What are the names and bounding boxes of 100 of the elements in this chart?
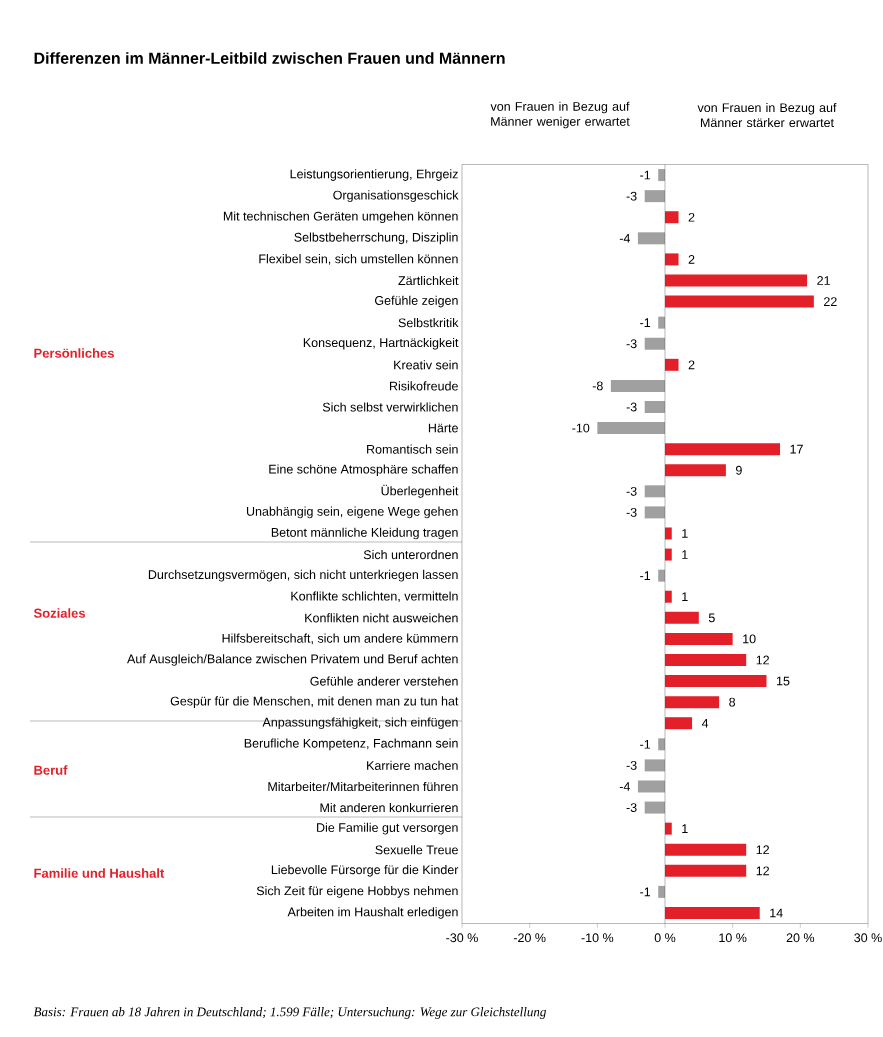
y-tick-label: Konsequenz, Hartnäckigkeit (303, 337, 459, 350)
bar (664, 632, 733, 645)
bar (644, 485, 665, 498)
bar (664, 253, 679, 266)
y-tick-label: Flexibel sein, sich umstellen können (259, 254, 458, 265)
data-label: -3 (626, 402, 637, 412)
y-tick-label: Sich Zeit für eigene Hobbys nehmen (256, 886, 458, 898)
data-label: -1 (640, 571, 651, 580)
y-tick-label: Risikofreude (390, 381, 458, 391)
data-label: 1 (682, 550, 688, 559)
bar (644, 190, 665, 203)
y-tick-label: Anpassungsfähigkeit, sich einfügen (262, 717, 458, 730)
bar (664, 843, 747, 856)
y-tick-label: Selbstkritik (398, 318, 459, 328)
data-label: -3 (626, 339, 637, 349)
y-tick-label: Liebevolle Fürsorge für die Kinder (271, 864, 459, 877)
x-tick-label: -10 % (581, 933, 614, 943)
text: von Frauen in Bezug auf Männer weniger erwartet (490, 101, 630, 129)
bar (664, 611, 699, 624)
y-tick-label: Auf Ausgleich/Balance zwischen Privatem und Beruf achten (127, 654, 458, 666)
text: von Frauen in Bezug auf Männer stärker erwartet (697, 102, 837, 128)
data-label: -8 (592, 381, 603, 391)
data-label: 9 (736, 465, 742, 475)
x-tick-label: 20 % (786, 933, 815, 943)
data-label: -3 (626, 803, 637, 812)
bar (664, 274, 808, 287)
bar (664, 464, 726, 477)
bar (637, 232, 665, 245)
y-tick-label: Arbeiten im Haushalt erledigen (287, 907, 458, 919)
y-tick-label: Karriere machen (367, 760, 458, 770)
bar (637, 780, 665, 793)
bar (610, 379, 665, 392)
bar (664, 295, 814, 308)
data-label: 12 (756, 866, 769, 876)
y-tick-label: Gespür für die Menschen, mit denen man zu tun hat (170, 696, 459, 708)
data-label: -3 (626, 760, 637, 770)
bar (664, 864, 747, 877)
text: Beruf (34, 765, 68, 775)
data-label: -3 (626, 507, 637, 517)
y-tick-label: Überlegenheit (381, 484, 459, 498)
bar (664, 211, 679, 224)
bar (644, 801, 665, 814)
y-tick-label: Härte (428, 423, 458, 433)
y-tick-label: Hilfsbereitschaft, sich um andere kümmern (222, 633, 458, 645)
y-tick-label: Berufliche Kompetenz, Fachmann sein (244, 738, 458, 751)
text: Soziales (33, 608, 86, 618)
y-tick-label: Leistungsorientierung, Ehrgeiz (290, 169, 458, 181)
data-label: 12 (756, 845, 769, 855)
bar (644, 400, 665, 413)
y-tick-label: Selbstbeherrschung, Disziplin (294, 232, 458, 245)
data-label: 2 (688, 360, 695, 370)
bar (664, 906, 760, 919)
data-label: 21 (817, 276, 830, 285)
data-label: 17 (790, 444, 803, 454)
bar (664, 696, 720, 709)
y-tick-label: Unabhängig sein, eigene Wege gehen (246, 506, 458, 519)
data-label: -3 (626, 191, 637, 201)
y-tick-label: Organisationsgeschick (333, 190, 459, 202)
data-label: 12 (756, 655, 769, 665)
text: Differenzen im Männer-Leitbild zwischen Frauen und Männern (34, 52, 505, 64)
y-tick-label: Eine schöne Atmosphäre schaffen (269, 464, 458, 477)
y-tick-label: Betont männliche Kleidung tragen (271, 527, 458, 540)
y-tick-label: Gefühle zeigen (375, 295, 458, 308)
data-label: -1 (640, 887, 651, 897)
data-label: 1 (682, 529, 688, 538)
bar (664, 358, 679, 371)
y-tick-label: Sexuelle Treue (375, 845, 458, 855)
data-label: 1 (682, 592, 688, 602)
bar (597, 422, 665, 435)
text: Familie und Haushalt (34, 868, 165, 878)
x-tick-label: -20 % (513, 933, 546, 943)
data-label: -3 (626, 486, 637, 496)
bar (644, 337, 665, 350)
y-tick-label: Sich selbst verwirklichen (322, 402, 458, 412)
y-tick-label: Sich unterordnen (363, 549, 458, 560)
x-tick-label: 10 % (719, 933, 747, 943)
data-label: -1 (640, 318, 651, 327)
y-tick-label: Zärtlichkeit (398, 275, 459, 286)
y-tick-label: Mitarbeiter/Mitarbeiterinnen führen (268, 781, 458, 792)
bar (664, 653, 747, 666)
data-label: 22 (824, 297, 837, 306)
bar (664, 717, 693, 730)
data-label: -4 (619, 234, 631, 243)
bar (664, 675, 767, 688)
data-label: 14 (770, 908, 783, 918)
data-label: 2 (688, 212, 695, 222)
data-label: -1 (640, 170, 651, 180)
y-tick-label: Gefühle anderer verstehen (310, 676, 458, 686)
data-label: -1 (640, 740, 651, 749)
y-tick-label: Konflikten nicht ausweichen (305, 613, 458, 623)
y-tick-label: Mit anderen konkurrieren (320, 802, 458, 813)
y-tick-label: Durchsetzungsvermögen, sich nicht unterkriegen lassen (148, 569, 458, 582)
data-label: 15 (776, 676, 790, 686)
x-tick-label: 0 % (654, 933, 676, 943)
data-label: 10 (743, 634, 756, 644)
data-label: -10 (572, 423, 590, 433)
bar (644, 759, 665, 772)
data-label: 1 (682, 824, 688, 833)
y-tick-label: Romantisch sein (367, 444, 458, 454)
text: Basis: Frauen ab 18 Jahren in Deutschland; 1.599 Fälle; Untersuchung: Wege zur Gleichstellung (33, 1007, 546, 1019)
